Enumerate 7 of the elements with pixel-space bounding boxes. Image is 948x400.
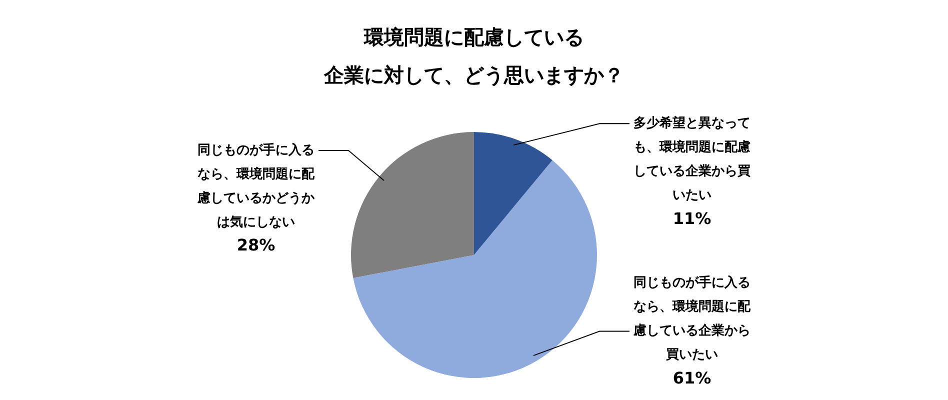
slice-label: 同じものが手に入るなら、環境問題に配慮しているかどうかは気にしない: [196, 142, 316, 230]
chart-title: 環境問題に配慮している企業に対して、どう思いますか？: [323, 25, 624, 88]
data-label: 28%: [236, 236, 276, 255]
slice-label: 多少希望と異なっても、環境問題に配慮している企業から買いたい: [634, 115, 750, 204]
data-label: 11%: [672, 208, 712, 228]
slice-label: 同じものが手に入るなら、環境問題に配慮している企業から買いたい: [632, 274, 752, 363]
data-label: 61%: [672, 368, 712, 388]
